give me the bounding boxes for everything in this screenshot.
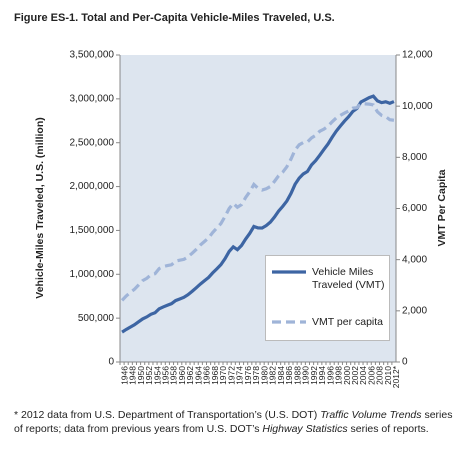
y2-tick-label: 6,000 bbox=[402, 203, 427, 214]
y2-tick-label: 4,000 bbox=[402, 254, 427, 265]
x-tick-label: 1972 bbox=[226, 366, 236, 385]
x-tick-label: 2008 bbox=[375, 366, 385, 385]
x-tick-label: 1996 bbox=[325, 366, 335, 385]
x-tick-label: 1950 bbox=[136, 366, 146, 385]
x-tick-label: 2000 bbox=[342, 366, 352, 385]
series-line bbox=[120, 101, 395, 302]
x-tick-label: 1978 bbox=[251, 366, 261, 385]
x-tick-label: 1976 bbox=[243, 366, 253, 385]
y2-tick-label: 10,000 bbox=[402, 101, 433, 112]
x-tick-label: 1964 bbox=[193, 366, 203, 385]
chart-title: Figure ES-1. Total and Per-Capita Vehicl… bbox=[14, 12, 335, 24]
x-tick-label: 2012* bbox=[391, 365, 401, 388]
y-tick-label: 1,000,000 bbox=[70, 269, 115, 280]
legend-swatches bbox=[272, 270, 306, 324]
x-tick-label: 1958 bbox=[169, 366, 179, 385]
x-tick-label: 1982 bbox=[268, 366, 278, 385]
series-line bbox=[121, 94, 395, 334]
y-tick-label: 2,000,000 bbox=[70, 181, 115, 192]
x-tick-label: 1998 bbox=[334, 366, 344, 385]
chart: Figure ES-1. Total and Per-Capita Vehicl… bbox=[14, 12, 448, 388]
y-tick-label: 500,000 bbox=[78, 313, 115, 324]
x-tick-label: 1984 bbox=[276, 366, 286, 385]
legend: Vehicle Miles Traveled (VMT) VMT per cap… bbox=[265, 255, 390, 341]
x-tick-label: 2010 bbox=[383, 366, 393, 385]
x-tick-label: 2002 bbox=[350, 366, 360, 385]
x-tick-label: 1948 bbox=[128, 366, 138, 385]
x-tick-label: 1956 bbox=[161, 366, 171, 385]
legend-label: Vehicle Miles Traveled (VMT) bbox=[312, 266, 385, 291]
x-tick-label: 1966 bbox=[202, 366, 212, 385]
x-tick-label: 1990 bbox=[301, 366, 311, 385]
x-tick-label: 2006 bbox=[366, 366, 376, 385]
footnote-text: * 2012 data from U.S. Department of Tran… bbox=[14, 409, 321, 421]
footnote: * 2012 data from U.S. Department of Tran… bbox=[14, 408, 464, 436]
x-tick-label: 1946 bbox=[119, 366, 129, 385]
y-tick-label: 1,500,000 bbox=[70, 225, 115, 236]
x-tick-label: 1974 bbox=[235, 366, 245, 385]
footnote-text: Highway Statistics bbox=[262, 423, 348, 435]
y2-tick-label: 2,000 bbox=[402, 305, 427, 316]
y2-tick-label: 8,000 bbox=[402, 152, 427, 163]
x-tick-label: 1954 bbox=[152, 366, 162, 385]
footnote-text: Traffic Volume Trends bbox=[320, 409, 422, 421]
y2-tick-label: 12,000 bbox=[402, 50, 433, 61]
x-tick-label: 1968 bbox=[210, 366, 220, 385]
y-tick-label: 3,000,000 bbox=[70, 93, 115, 104]
x-tick-label: 1980 bbox=[259, 366, 269, 385]
x-tick-label: 1986 bbox=[284, 366, 294, 385]
x-tick-label: 1960 bbox=[177, 366, 187, 385]
footnote-text: series of reports; data from previous ye… bbox=[14, 409, 453, 435]
x-tick-label: 1952 bbox=[144, 366, 154, 385]
y-tick-label: 2,500,000 bbox=[70, 137, 115, 148]
footnote-text: series of reports. bbox=[347, 423, 429, 435]
y2-tick-label: 0 bbox=[402, 357, 408, 368]
y2-axis-title: VMT Per Capita bbox=[436, 169, 448, 246]
x-tick-label: 2004 bbox=[358, 366, 368, 385]
legend-label: VMT per capita bbox=[312, 316, 384, 328]
x-tick-label: 1992 bbox=[309, 366, 319, 385]
y-axis-title: Vehicle-Miles Traveled, U.S. (million) bbox=[34, 117, 46, 298]
x-tick-label: 1962 bbox=[185, 366, 195, 385]
y-tick-label: 0 bbox=[108, 357, 114, 368]
y-tick-label: 3,500,000 bbox=[70, 50, 115, 61]
x-tick-label: 1970 bbox=[218, 366, 228, 385]
x-tick-label: 1994 bbox=[317, 366, 327, 385]
x-tick-label: 1988 bbox=[292, 366, 302, 385]
